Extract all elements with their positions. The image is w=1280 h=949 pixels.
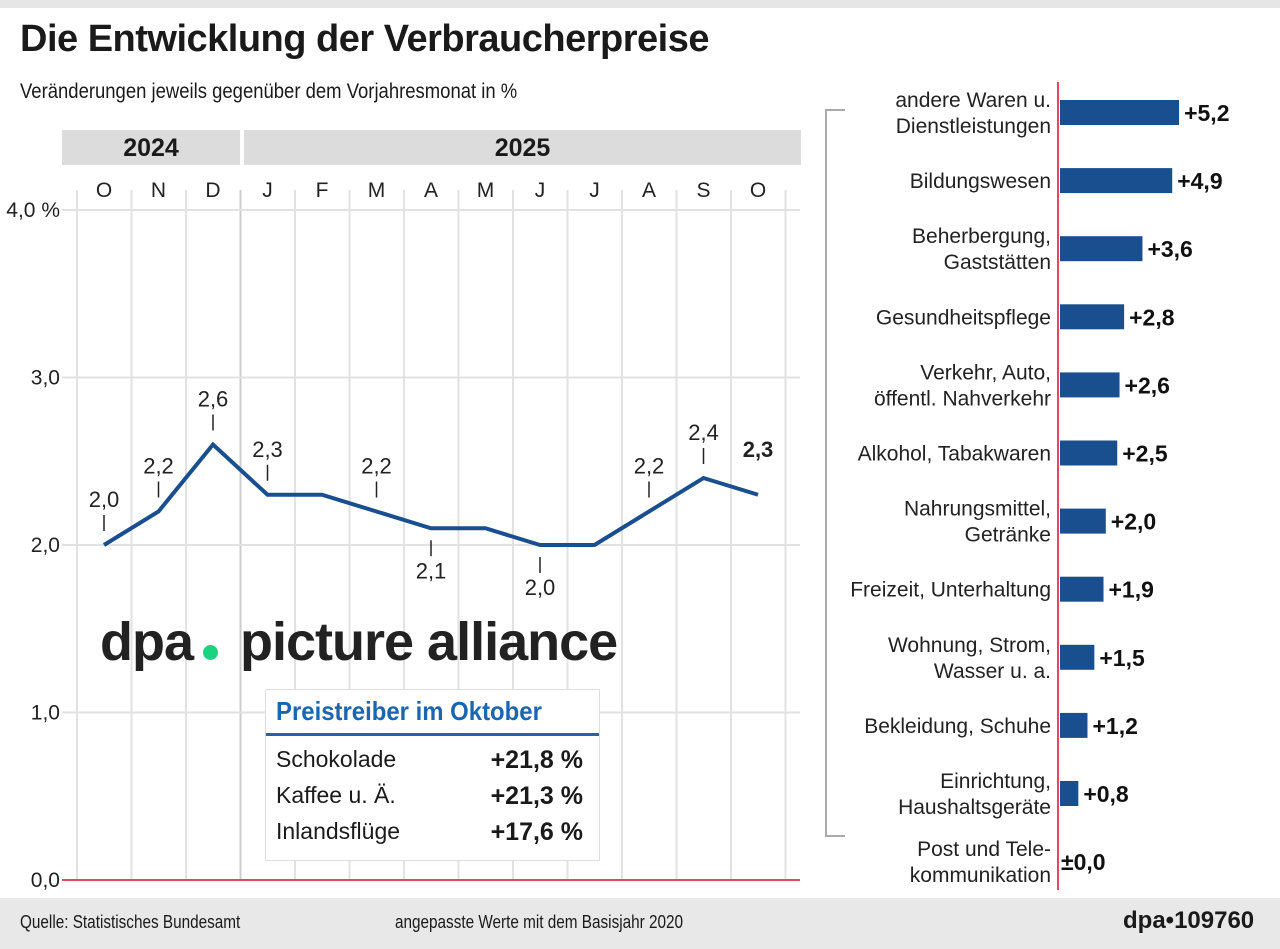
- bar: [1060, 576, 1104, 602]
- data-label: 2,2: [361, 454, 392, 479]
- data-label: 2,2: [143, 454, 174, 479]
- graphic-id: dpa•109760: [1123, 907, 1255, 934]
- bar: [1060, 168, 1173, 194]
- bar-category-label: Haushaltsgeräte: [898, 796, 1051, 819]
- data-label: 2,3: [743, 437, 774, 462]
- year-2024: 2024: [62, 130, 240, 165]
- bracket: [825, 109, 845, 837]
- bar-value-label: +1,9: [1109, 577, 1154, 603]
- bar: [1060, 712, 1088, 738]
- bar-category-label: kommunikation: [910, 864, 1051, 887]
- data-label: 2,4: [688, 420, 719, 445]
- bar-value-label: ±0,0: [1061, 849, 1106, 875]
- y-tick-label: 0,0: [31, 869, 60, 892]
- bar-value-label: +2,6: [1125, 372, 1170, 398]
- bar-category-label: Gaststätten: [944, 251, 1051, 274]
- bar-category-label: Wohnung, Strom,: [888, 634, 1051, 657]
- price-drivers-title: Preistreiber im Oktober: [276, 696, 542, 726]
- source: Quelle: Statistisches Bundesamt: [20, 912, 241, 932]
- y-tick-label: 3,0: [31, 367, 60, 390]
- x-tick-label: F: [316, 179, 329, 202]
- x-tick-label: D: [205, 179, 220, 202]
- x-tick-label: N: [151, 179, 166, 202]
- y-tick-label: 4,0 %: [6, 199, 60, 222]
- data-label: 2,0: [525, 575, 556, 600]
- driver-row: Schokolade +21,8 %: [276, 746, 591, 774]
- price-drivers-box: Preistreiber im Oktober Schokolade +21,8 …: [265, 689, 600, 861]
- x-tick-label: J: [262, 179, 273, 202]
- bar: [1060, 236, 1143, 262]
- bar-category-label: Bekleidung, Schuhe: [864, 715, 1051, 738]
- bar-value-label: +2,5: [1122, 441, 1168, 467]
- x-tick-label: J: [589, 179, 600, 202]
- driver-row: Inlandsflüge +17,6 %: [276, 818, 591, 846]
- bar-category-label: Wasser u. a.: [934, 660, 1051, 683]
- year-2025: 2025: [244, 130, 801, 165]
- bar-value-label: +3,6: [1147, 236, 1192, 262]
- bar: [1060, 372, 1120, 398]
- top-bar: [0, 0, 1280, 8]
- inflation-line: [102, 441, 759, 547]
- bar-category-label: Verkehr, Auto,: [920, 361, 1051, 384]
- bar-category-label: andere Waren u.: [895, 89, 1051, 112]
- x-tick-label: O: [96, 179, 112, 202]
- bar-value-label: +0,8: [1083, 781, 1129, 807]
- y-tick-label: 1,0: [31, 702, 60, 725]
- driver-value: +21,8 %: [490, 746, 583, 774]
- x-tick-label: A: [642, 179, 656, 202]
- footnote: angepasste Werte mit dem Basisjahr 2020: [395, 912, 684, 932]
- bar-category-label: Getränke: [965, 524, 1051, 547]
- driver-row: Kaffee u. Ä. +21,3 %: [276, 782, 591, 810]
- x-tick-label: S: [696, 179, 710, 202]
- bar-value-label: +5,2: [1184, 100, 1229, 126]
- bar-category-label: öffentl. Nahverkehr: [874, 387, 1051, 410]
- bar-value-label: +2,0: [1111, 509, 1156, 535]
- bar-category-label: Beherbergung,: [912, 225, 1051, 248]
- bar-value-label: +1,5: [1099, 645, 1145, 671]
- driver-name: Inlandsflüge: [276, 818, 401, 844]
- bar-category-label: Nahrungsmittel,: [904, 498, 1051, 521]
- watermark: dpa picture alliance: [100, 612, 618, 672]
- x-tick-label: O: [750, 179, 766, 202]
- bar: [1060, 100, 1180, 125]
- bar: [1060, 440, 1118, 466]
- bar-value-label: +4,9: [1177, 168, 1222, 194]
- footer: [0, 898, 1280, 949]
- x-tick-label: J: [535, 179, 546, 202]
- x-tick-label: M: [477, 179, 495, 202]
- bar: [1060, 644, 1095, 670]
- driver-value: +21,3 %: [490, 782, 583, 810]
- bar-category-label: Bildungswesen: [910, 170, 1051, 193]
- watermark-dot: [203, 645, 219, 660]
- x-tick-label: M: [368, 179, 386, 202]
- data-label: 2,3: [252, 437, 283, 462]
- y-tick-label: 2,0: [31, 534, 60, 557]
- divider: [266, 733, 599, 736]
- data-label: 2,1: [416, 558, 447, 583]
- data-label: 2,6: [198, 387, 229, 412]
- bar-category-label: Post und Tele-: [917, 838, 1051, 861]
- driver-name: Kaffee u. Ä.: [276, 782, 396, 808]
- driver-value: +17,6 %: [490, 818, 583, 846]
- data-label: 2,0: [89, 487, 120, 512]
- page-title: Die Entwicklung der Verbraucherpreise: [20, 18, 709, 60]
- bar-value-label: +1,2: [1092, 713, 1137, 739]
- subtitle: Veränderungen jeweils gegenüber dem Vorj…: [20, 80, 518, 103]
- bar-category-label: Gesundheitspflege: [876, 306, 1051, 329]
- bar: [1060, 781, 1079, 806]
- bar: [1060, 304, 1125, 330]
- bar-category-label: Dienstleistungen: [896, 115, 1051, 138]
- bar-value-label: +2,8: [1129, 304, 1175, 330]
- bar-category-label: Freizeit, Unterhaltung: [850, 579, 1051, 602]
- bar-category-label: Alkohol, Tabakwaren: [858, 443, 1051, 466]
- bar: [1060, 508, 1106, 534]
- x-tick-label: A: [424, 179, 438, 202]
- bar-category-label: Einrichtung,: [940, 770, 1051, 793]
- driver-name: Schokolade: [276, 746, 397, 772]
- data-label: 2,2: [634, 454, 665, 479]
